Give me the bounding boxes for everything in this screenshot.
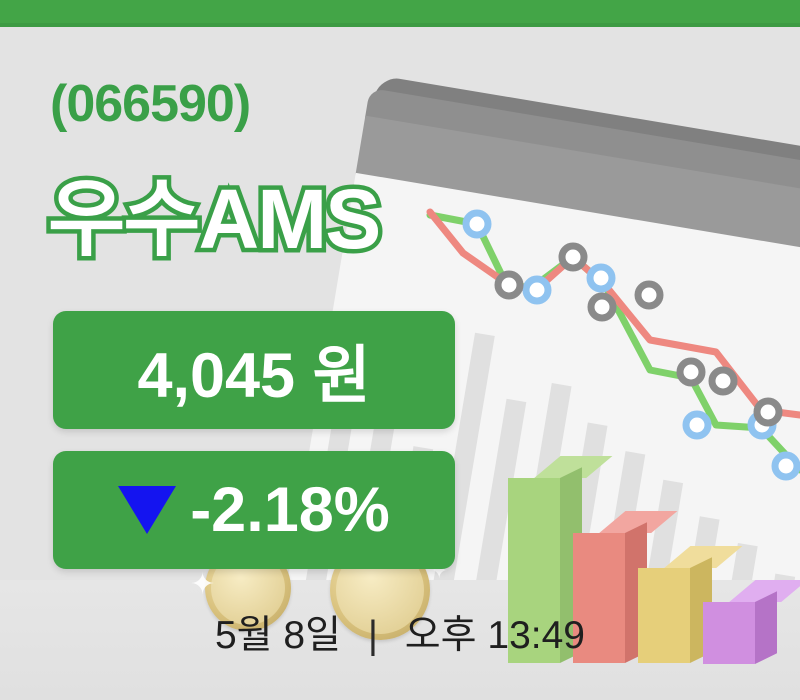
stock-ticker-code: (066590) <box>50 75 251 133</box>
footer-date: 5월 8일 <box>214 614 341 657</box>
chart-series-red <box>426 208 800 419</box>
chart-markers-blue <box>462 209 800 481</box>
tablet-bezel-shadow <box>370 76 800 193</box>
triangle-down-icon <box>118 486 177 534</box>
chart-markers-grey <box>494 242 783 427</box>
price-change-box[interactable]: -2.18% <box>53 451 455 569</box>
timestamp-footer: 5월 8일 | 오후 13:49 <box>0 604 800 660</box>
tablet-bezel-top <box>365 88 800 211</box>
background-bar <box>509 383 572 638</box>
tablet-bezel <box>355 115 800 268</box>
footer-separator: | <box>367 614 378 657</box>
price-change-row: -2.18% <box>118 474 390 546</box>
footer-time: 오후 13:49 <box>404 614 585 657</box>
current-price-value: 4,045 원 <box>137 340 371 411</box>
sparkle-icon: ✦ <box>190 568 216 601</box>
price-change-value: -2.18% <box>190 475 390 545</box>
chart-series-green <box>426 211 800 474</box>
stock-name: 우수AMS <box>43 168 385 271</box>
top-accent-bar <box>0 0 800 27</box>
top-accent-bar-edge <box>0 23 800 27</box>
background-bar <box>468 398 527 631</box>
current-price-box[interactable]: 4,045 원 <box>53 311 455 429</box>
